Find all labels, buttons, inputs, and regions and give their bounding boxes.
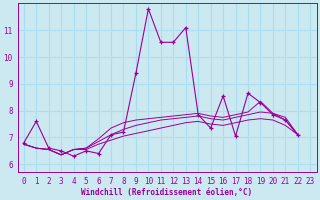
X-axis label: Windchill (Refroidissement éolien,°C): Windchill (Refroidissement éolien,°C): [82, 188, 252, 197]
